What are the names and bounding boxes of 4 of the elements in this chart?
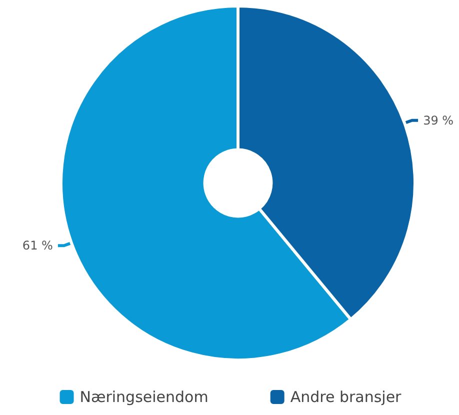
data-label: 61 % bbox=[22, 238, 53, 253]
legend-label: Andre bransjer bbox=[290, 388, 402, 406]
data-label: 39 % bbox=[423, 113, 454, 128]
legend-label: Næringseiendom bbox=[80, 388, 208, 406]
